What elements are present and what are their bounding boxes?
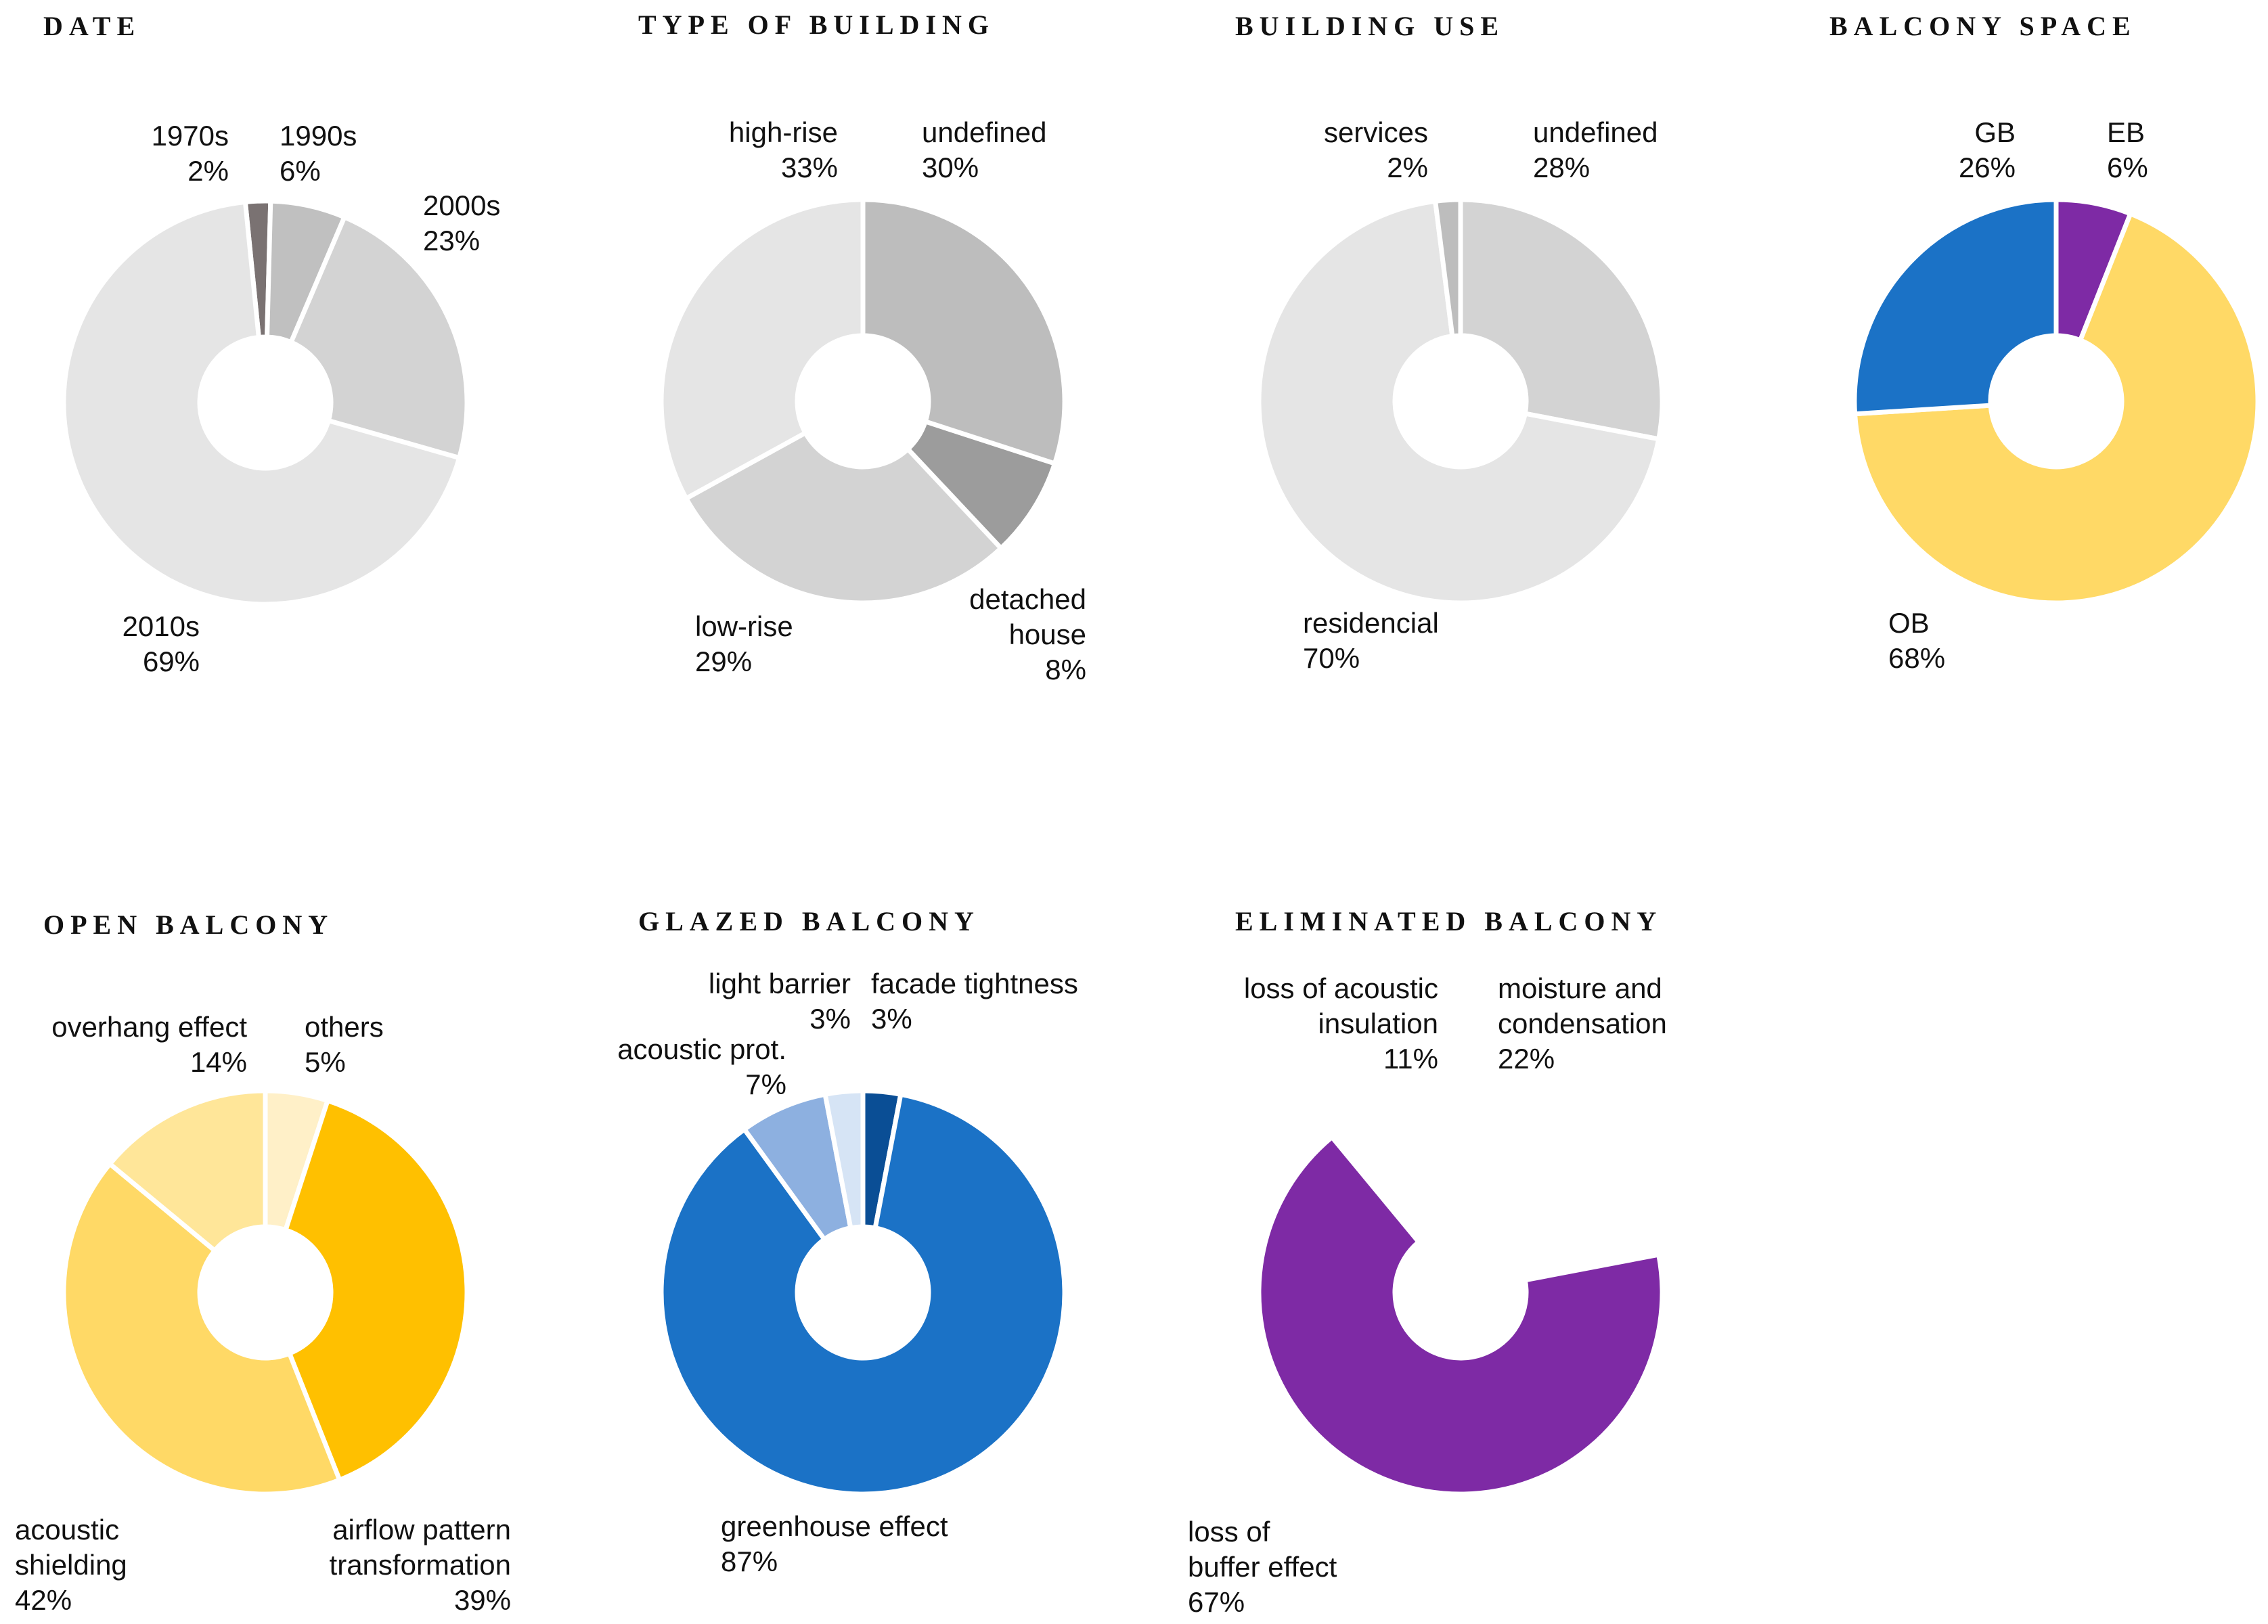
slice-category-label: light barrier bbox=[709, 968, 851, 999]
donut-chart-type-of-building: TYPE OF BUILDING undefined 30% detachedhous… bbox=[638, 9, 1086, 685]
chart-title: OPEN BALCONY bbox=[43, 909, 334, 940]
slice-category-label: condensation bbox=[1498, 1008, 1667, 1039]
slice-value-label: 3% bbox=[871, 1003, 912, 1035]
slice-value-label: 3% bbox=[809, 1003, 851, 1035]
chart-title: ELIMINATED BALCONY bbox=[1235, 906, 1662, 937]
slice-detached-house bbox=[904, 418, 1058, 552]
slice-category-label: high-rise bbox=[729, 116, 838, 148]
slice-value-label: 87% bbox=[721, 1546, 778, 1577]
slice-category-label: 2010s bbox=[123, 610, 200, 642]
chart-title: BUILDING USE bbox=[1235, 11, 1505, 41]
slice-2010s bbox=[61, 199, 462, 607]
slice-value-label: 30% bbox=[922, 152, 979, 183]
slice-ob bbox=[1852, 210, 2261, 606]
slice-category-label: low-rise bbox=[695, 610, 793, 642]
slice-gb bbox=[1852, 197, 2059, 417]
slice-category-label: EB bbox=[2107, 116, 2145, 148]
slice-value-label: 2% bbox=[187, 155, 229, 187]
slice-category-label: services bbox=[1324, 116, 1428, 148]
slice-category-label: 1990s bbox=[280, 120, 357, 152]
slice-category-label: overhang effect bbox=[51, 1011, 247, 1043]
slice-moisture-and-condensation bbox=[1458, 1088, 1662, 1283]
slice-services bbox=[1432, 197, 1463, 339]
slice-category-label: 2000s bbox=[423, 189, 500, 221]
slice-category-label: transformation bbox=[330, 1549, 511, 1581]
slice-value-label: 8% bbox=[1045, 654, 1086, 685]
chart-title: TYPE OF BUILDING bbox=[638, 9, 995, 40]
slice-value-label: 70% bbox=[1303, 642, 1360, 674]
slice-category-label: loss of bbox=[1188, 1516, 1270, 1548]
donut-chart-glazed-balcony: GLAZED BALCONY facade tightness 3% greenhou… bbox=[617, 906, 1078, 1577]
slice-value-label: 67% bbox=[1188, 1586, 1245, 1618]
slice-value-label: 29% bbox=[695, 646, 752, 677]
slice-category-label: acoustic bbox=[15, 1514, 119, 1546]
slice-category-label: shielding bbox=[15, 1549, 127, 1581]
slice-light-barrier bbox=[822, 1088, 866, 1231]
slice-category-label: buffer effect bbox=[1188, 1551, 1337, 1583]
slice-category-label: 1970s bbox=[152, 120, 229, 152]
chart-title: BALCONY SPACE bbox=[1829, 11, 2137, 41]
slice-loss-of-acoustic-insulation bbox=[1329, 1088, 1463, 1246]
slice-value-label: 14% bbox=[190, 1046, 247, 1078]
slice-value-label: 6% bbox=[2107, 152, 2148, 183]
slice-undefined bbox=[1458, 197, 1665, 442]
slice-value-label: 33% bbox=[781, 152, 838, 183]
slice-low-rise bbox=[683, 429, 1004, 606]
slice-category-label: facade tightness bbox=[871, 968, 1078, 999]
slice-overhang-effect bbox=[106, 1088, 268, 1255]
slice-value-label: 26% bbox=[1959, 152, 2016, 183]
slice-value-label: 11% bbox=[1383, 1043, 1438, 1075]
slice-category-label: detached bbox=[969, 583, 1086, 615]
slice-value-label: 5% bbox=[305, 1046, 346, 1078]
slice-value-label: 39% bbox=[454, 1584, 511, 1616]
slice-category-label: moisture and bbox=[1498, 972, 1662, 1004]
slice-value-label: 6% bbox=[280, 155, 321, 187]
slice-category-label: house bbox=[1009, 618, 1086, 650]
slice-acoustic-shielding bbox=[61, 1160, 343, 1497]
slice-2000s bbox=[288, 214, 470, 461]
slice-category-label: acoustic prot. bbox=[617, 1033, 786, 1065]
slice-category-label: GB bbox=[1974, 116, 2016, 148]
chart-title: DATE bbox=[43, 11, 141, 41]
slice-undefined bbox=[860, 197, 1067, 467]
slice-value-label: 7% bbox=[745, 1068, 786, 1100]
slice-high-rise bbox=[659, 197, 866, 502]
slice-airflow-pattern-transformation bbox=[282, 1098, 470, 1483]
slice-greenhouse-effect bbox=[659, 1091, 1067, 1497]
slice-value-label: 28% bbox=[1533, 152, 1590, 183]
slice-residencial bbox=[1256, 198, 1662, 606]
slice-value-label: 69% bbox=[143, 646, 200, 677]
slice-category-label: undefined bbox=[1533, 116, 1658, 148]
slice-category-label: insulation bbox=[1318, 1008, 1438, 1039]
slice-category-label: loss of acoustic bbox=[1244, 972, 1438, 1004]
slice-loss-of-buffer-effect bbox=[1256, 1133, 1665, 1497]
slice-value-label: 42% bbox=[15, 1584, 72, 1616]
slice-category-label: airflow pattern bbox=[332, 1514, 511, 1546]
donut-chart-eliminated-balcony: ELIMINATED BALCONY moisture and condensati… bbox=[1188, 906, 1667, 1618]
slice-value-label: 22% bbox=[1498, 1043, 1555, 1075]
slice-value-label: 2% bbox=[1387, 152, 1428, 183]
chart-title: GLAZED BALCONY bbox=[638, 906, 980, 937]
slice-value-label: 68% bbox=[1888, 642, 1945, 674]
slice-category-label: residencial bbox=[1303, 607, 1439, 639]
slice-category-label: greenhouse effect bbox=[721, 1510, 948, 1542]
slice-category-label: undefined bbox=[922, 116, 1047, 148]
slice-category-label: others bbox=[305, 1011, 384, 1043]
slice-value-label: 23% bbox=[423, 225, 480, 256]
slice-category-label: OB bbox=[1888, 607, 1930, 639]
